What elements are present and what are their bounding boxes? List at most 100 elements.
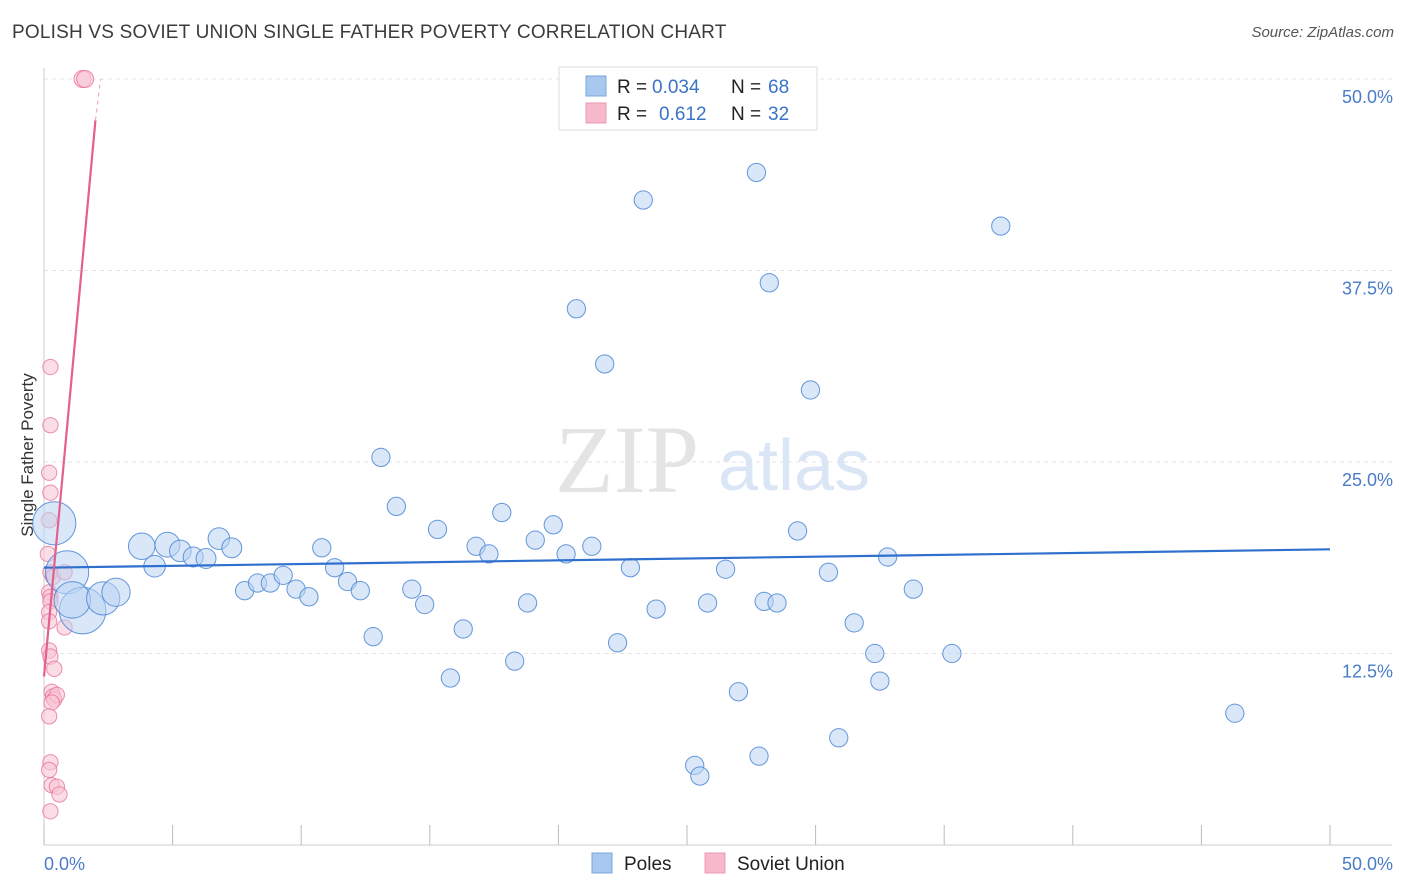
point-poles-41 [582, 536, 602, 556]
bottom-legend-label-soviet-union: Soviet Union [737, 854, 845, 875]
point-poles-49 [697, 593, 718, 613]
point-poles-29 [427, 519, 448, 540]
chart-title: POLISH VS SOVIET UNION SINGLE FATHER POV… [12, 22, 727, 43]
gridlines [44, 78, 1392, 654]
point-poles-48 [690, 766, 710, 786]
series-legend: Poles Soviet Union [591, 852, 845, 875]
point-poles-51 [728, 682, 749, 702]
point-poles-56 [759, 273, 779, 293]
point-poles-27 [402, 579, 422, 599]
point-soviet-union-26 [40, 761, 58, 779]
x-tick-labels: 0.0% 50.0% [44, 854, 1393, 874]
axes [43, 68, 1392, 846]
x-tick-label-0: 0.0% [44, 854, 85, 874]
point-poles-44 [620, 558, 641, 578]
legend-n-value-soviet-union: 32 [768, 104, 789, 125]
point-poles-55 [746, 162, 767, 183]
legend-r-value-poles: 0.034 [652, 77, 700, 98]
point-soviet-union-2 [42, 358, 59, 376]
point-poles-61 [844, 613, 864, 633]
point-poles-57 [787, 521, 808, 541]
point-poles-50 [715, 559, 736, 579]
point-poles-31 [453, 619, 473, 639]
point-poles-65 [903, 579, 923, 599]
point-poles-68 [1225, 703, 1245, 723]
point-poles-42 [595, 354, 615, 374]
watermark: ZIP atlas [555, 406, 870, 513]
point-poles-19 [299, 587, 319, 607]
point-soviet-union-29 [51, 786, 68, 803]
point-poles-36 [517, 593, 538, 613]
point-soviet-union-3 [42, 417, 59, 434]
series-poles [32, 162, 1245, 786]
y-tick-label-0: 12.5% [1342, 662, 1393, 682]
point-poles-64 [877, 547, 898, 567]
trend-line-poles [43, 548, 1331, 569]
point-poles-58 [800, 380, 821, 400]
point-poles-40 [566, 299, 587, 319]
point-poles-35 [505, 651, 525, 671]
point-poles-46 [646, 599, 666, 619]
legend-r-label-poles: R = [617, 77, 647, 98]
legend-r-label-soviet-union: R = [617, 104, 647, 125]
y-tick-labels: 12.5% 25.0% 37.5% 50.0% [1342, 87, 1393, 682]
legend-n-label-poles: N = [731, 77, 761, 98]
point-poles-13 [221, 537, 243, 559]
point-poles-63 [870, 671, 890, 691]
bottom-legend-label-poles: Poles [624, 854, 672, 875]
legend-r-value-soviet-union: 0.612 [659, 104, 707, 125]
point-poles-33 [479, 544, 499, 564]
point-soviet-union-24 [40, 708, 58, 725]
correlation-legend: R = 0.034 N = 68 R = 0.612 N = 32 [558, 66, 818, 131]
legend-n-label-soviet-union: N = [731, 104, 761, 125]
point-poles-54 [767, 593, 787, 613]
point-soviet-union-30 [42, 803, 59, 820]
point-poles-24 [363, 627, 383, 647]
trend-line-soviet-union [42, 120, 97, 677]
point-poles-28 [415, 594, 435, 615]
y-tick-label-3: 50.0% [1342, 87, 1393, 107]
point-poles-0 [32, 501, 77, 546]
point-poles-45 [633, 190, 653, 210]
bottom-legend-swatch-soviet-union [704, 852, 726, 874]
legend-swatch-soviet-union [585, 102, 607, 124]
legend-n-value-poles: 68 [768, 77, 789, 98]
point-soviet-union-4 [40, 464, 58, 481]
point-poles-21 [325, 558, 345, 578]
point-poles-52 [749, 746, 769, 766]
point-poles-38 [543, 515, 563, 535]
point-poles-20 [312, 538, 332, 558]
point-poles-59 [818, 562, 839, 582]
point-poles-23 [350, 581, 370, 601]
point-soviet-union-18 [46, 660, 63, 677]
point-poles-26 [386, 496, 406, 517]
y-axis-label: Single Father Poverty [18, 373, 37, 537]
point-poles-60 [829, 728, 849, 748]
legend-swatch-poles [585, 75, 607, 97]
chart-source: Source: ZipAtlas.com [1251, 24, 1394, 41]
point-poles-34 [492, 502, 512, 523]
point-poles-66 [942, 643, 962, 664]
y-tick-label-2: 37.5% [1342, 279, 1393, 299]
trend-line-soviet-union-extension [94, 78, 102, 121]
point-poles-30 [440, 668, 461, 688]
watermark-atlas: atlas [718, 426, 870, 506]
point-poles-43 [607, 633, 628, 653]
point-soviet-union-5 [42, 484, 59, 501]
point-poles-37 [525, 530, 545, 550]
trend-lines [42, 78, 1331, 677]
y-tick-label-1: 25.0% [1342, 470, 1393, 490]
point-poles-25 [371, 447, 391, 468]
point-soviet-union-1 [76, 70, 95, 88]
watermark-zip: ZIP [555, 406, 699, 513]
point-poles-62 [865, 643, 885, 664]
point-soviet-union-23 [43, 694, 60, 711]
point-poles-39 [556, 544, 576, 564]
point-poles-3 [53, 581, 92, 619]
bottom-legend-swatch-poles [591, 852, 613, 874]
series-soviet-union [39, 70, 95, 820]
x-tick-label-1: 50.0% [1342, 854, 1393, 874]
point-poles-17 [273, 565, 293, 585]
point-poles-67 [991, 216, 1011, 236]
